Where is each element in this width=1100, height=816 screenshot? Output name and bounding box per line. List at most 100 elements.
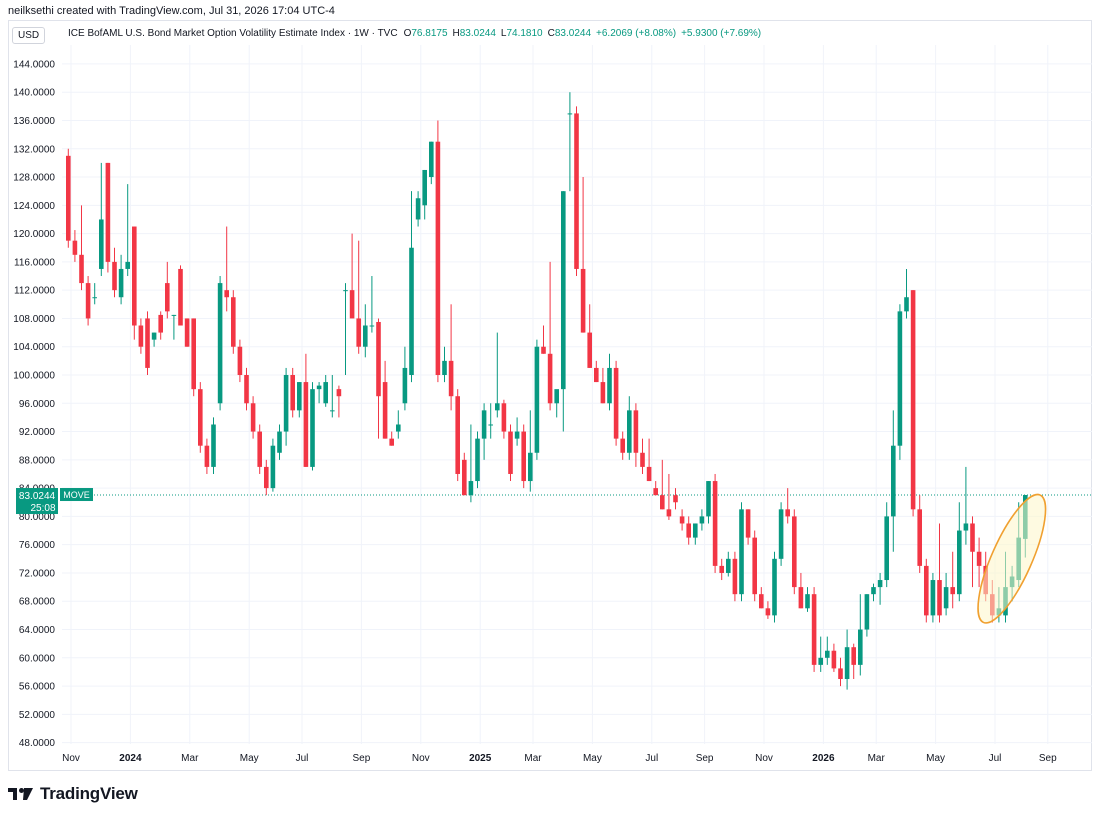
candle-body — [627, 410, 632, 453]
candle — [382, 360, 388, 439]
candle-body — [158, 314, 163, 333]
low-value: 74.1810 — [506, 28, 543, 39]
candle — [237, 339, 243, 383]
candle — [145, 311, 150, 375]
candle-body — [508, 431, 513, 474]
candle — [739, 502, 744, 602]
y-tick-label: 136.0000 — [13, 116, 55, 127]
y-tick-label: 68.0000 — [19, 597, 56, 608]
y-tick-label: 140.0000 — [13, 88, 55, 99]
candle-body — [85, 283, 91, 319]
candle — [435, 120, 441, 383]
candle-body — [910, 290, 916, 510]
tradingview-logo-icon — [8, 788, 33, 800]
candle — [620, 431, 625, 460]
candle-body — [976, 551, 982, 566]
candle-body — [745, 509, 751, 538]
candle-body — [884, 516, 889, 581]
candle-body — [178, 268, 183, 326]
candle-body — [970, 523, 975, 552]
x-tick-label: Nov — [62, 753, 80, 764]
candle — [805, 587, 810, 612]
y-tick-label: 48.0000 — [19, 738, 56, 749]
candle-body — [376, 321, 381, 397]
y-tick-label: 108.0000 — [13, 314, 55, 325]
candle — [970, 516, 975, 588]
candle-body — [600, 382, 606, 404]
candle-body — [838, 668, 843, 680]
candle-body — [217, 283, 223, 404]
candle — [112, 247, 117, 298]
candle — [798, 572, 804, 609]
candle-body — [429, 141, 434, 178]
candle-body — [99, 219, 104, 269]
candle-body — [132, 226, 137, 326]
x-axis: Nov 2024 Mar May Jul Sep Nov 2025 Mar May Jul Sep No… — [62, 753, 1057, 764]
candle — [818, 636, 823, 672]
candle — [904, 268, 909, 319]
candle — [633, 403, 639, 467]
candle-body — [66, 155, 71, 241]
candle-body — [891, 445, 896, 517]
candle — [79, 205, 84, 291]
currency-button[interactable]: USD — [12, 27, 46, 44]
price-tag-value: 83.0244 — [19, 491, 56, 502]
candle — [891, 410, 896, 552]
candle-body — [778, 509, 784, 559]
candle — [792, 509, 797, 595]
tradingview-logo[interactable]: TradingView — [8, 784, 138, 804]
candle — [673, 488, 678, 510]
symbol-name[interactable]: ICE BofAML U.S. Bond Market Option Volat… — [68, 28, 398, 39]
candle-body — [112, 261, 117, 291]
y-tick-label: 52.0000 — [19, 710, 56, 721]
y-tick-label: 116.0000 — [14, 257, 55, 268]
y-tick-label: 120.0000 — [13, 229, 55, 240]
candle — [838, 657, 843, 687]
candle — [277, 424, 282, 460]
candle-body — [943, 587, 949, 609]
candle — [666, 473, 672, 520]
candle — [99, 162, 104, 277]
candle — [851, 643, 856, 680]
open-label: O — [403, 28, 412, 39]
candle-body — [851, 647, 856, 665]
candle-body — [785, 509, 790, 517]
candle-body — [336, 389, 342, 397]
symbol-legend: ICE BofAML U.S. Bond Market Option Volat… — [68, 28, 766, 39]
candle-body — [811, 594, 817, 665]
candle-body — [415, 198, 421, 220]
candle — [508, 424, 513, 482]
x-tick-label: Sep — [1039, 753, 1057, 764]
candle-body — [402, 367, 408, 404]
candle-body — [541, 346, 546, 354]
candle — [468, 424, 474, 503]
candle — [587, 304, 592, 368]
y-tick-label: 96.0000 — [19, 399, 56, 410]
y-axis: 48.0000 52.0000 56.0000 60.0000 64.0000 68.00… — [13, 59, 55, 749]
candle-body — [554, 389, 559, 404]
candle-body — [831, 650, 837, 669]
candle-body — [772, 558, 777, 616]
candle-body — [792, 516, 797, 588]
candle — [910, 290, 916, 517]
candles — [66, 92, 1028, 690]
candle-body — [897, 311, 903, 446]
candle — [547, 261, 553, 411]
candle — [442, 346, 447, 383]
candle-body — [343, 290, 348, 292]
y-tick-label: 88.0000 — [19, 455, 56, 466]
candle — [429, 141, 434, 185]
candle-body — [871, 587, 876, 595]
price-tag: 83.0244 25:08 MOVE — [16, 488, 93, 515]
candle-body — [732, 558, 738, 595]
candle — [224, 226, 229, 312]
grid-lines — [62, 45, 1092, 744]
candle — [191, 318, 196, 397]
x-tick-label: Sep — [696, 753, 714, 764]
candle — [534, 339, 540, 460]
candle — [184, 318, 190, 347]
candle — [448, 304, 454, 411]
y-tick-label: 56.0000 — [19, 682, 56, 693]
candle-body — [283, 375, 289, 432]
